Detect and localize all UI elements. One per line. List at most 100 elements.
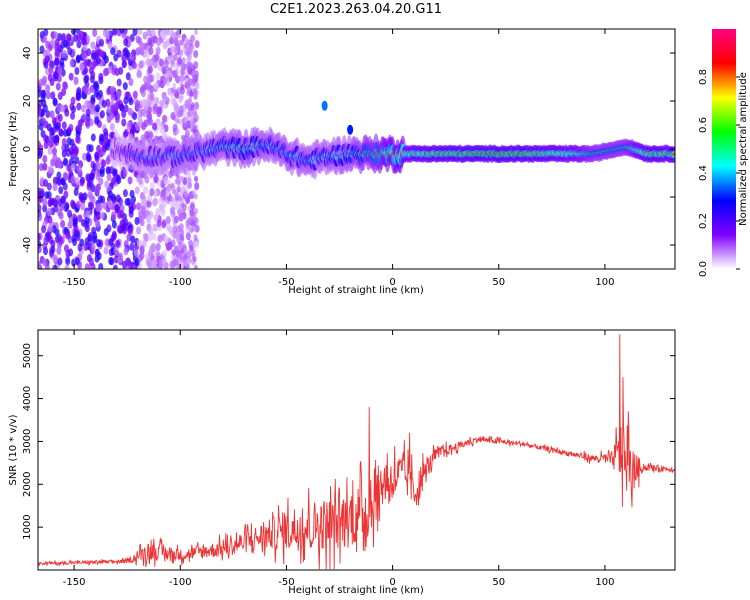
noise-cell xyxy=(194,176,199,183)
noise-cell xyxy=(63,39,69,48)
noise-cell xyxy=(102,29,108,38)
noise-cell xyxy=(149,188,155,197)
noise-cell xyxy=(178,59,183,66)
noise-cell xyxy=(107,41,113,50)
spectrogram-y-ticks: -40 -20 0 20 40 xyxy=(22,47,675,253)
noise-cell xyxy=(58,211,64,220)
x-tick-label: -100 xyxy=(169,577,192,588)
noise-cell xyxy=(46,191,52,200)
y-tick-label: 20 xyxy=(22,95,33,108)
noise-cell xyxy=(151,232,157,241)
noise-cell xyxy=(81,113,87,122)
noise-cell xyxy=(162,94,168,103)
noise-cell xyxy=(192,256,197,263)
noise-cell xyxy=(75,93,81,102)
noise-cell xyxy=(69,59,75,68)
noise-cell xyxy=(42,155,48,164)
noise-cell xyxy=(171,249,176,256)
noise-cell xyxy=(144,175,150,184)
noise-cell xyxy=(183,117,188,124)
noise-cell xyxy=(95,161,101,170)
noise-cell xyxy=(67,209,73,218)
noise-cell xyxy=(142,232,148,241)
noise-cell xyxy=(42,35,48,44)
colorbar-label: Normalized spectral amplitude xyxy=(738,72,749,226)
noise-cell xyxy=(80,37,86,46)
noise-cell xyxy=(106,173,112,182)
chart-title: C2E1.2023.263.04.20.G11 xyxy=(269,2,443,17)
noise-cell xyxy=(183,247,188,254)
y-tick-label: 3000 xyxy=(22,429,33,454)
noise-cell xyxy=(140,134,146,143)
noise-cell xyxy=(39,190,45,199)
noise-cell xyxy=(107,200,113,209)
noise-cell xyxy=(79,178,85,187)
noise-cell xyxy=(128,97,134,106)
noise-cell xyxy=(84,224,90,233)
noise-cell xyxy=(169,45,175,54)
noise-cell xyxy=(152,103,158,112)
noise-cell xyxy=(127,176,133,185)
noise-cell xyxy=(194,208,199,215)
noise-cell xyxy=(62,182,68,191)
noise-cell xyxy=(41,117,47,126)
noise-cell xyxy=(188,91,193,98)
noise-cell xyxy=(96,144,102,153)
y-tick-label: 0 xyxy=(22,146,33,152)
noise-cell xyxy=(84,100,90,109)
noise-cell xyxy=(94,151,100,160)
noise-cell xyxy=(123,218,129,227)
noise-cell xyxy=(89,202,95,211)
noise-cell xyxy=(76,86,82,95)
noise-cell xyxy=(52,254,58,263)
noise-cell xyxy=(61,196,67,205)
noise-cell xyxy=(128,227,134,236)
noise-cell xyxy=(95,204,101,213)
noise-cell xyxy=(130,235,136,244)
noise-cell xyxy=(82,43,88,52)
noise-cell xyxy=(73,188,79,197)
noise-cell xyxy=(57,92,63,101)
noise-cell xyxy=(39,45,45,54)
x-tick-label: 50 xyxy=(492,577,505,588)
noise-cell xyxy=(90,184,96,193)
noise-cell xyxy=(73,224,79,233)
noise-cell xyxy=(145,258,151,267)
noise-cell xyxy=(194,182,200,191)
noise-cell xyxy=(146,199,152,208)
noise-cell xyxy=(189,217,194,224)
signal-feature xyxy=(321,100,328,111)
noise-cell xyxy=(60,220,66,229)
noise-cell xyxy=(114,203,120,212)
noise-cell xyxy=(50,239,56,248)
x-tick-label: -50 xyxy=(278,577,294,588)
noise-cell xyxy=(128,206,134,215)
noise-cell xyxy=(61,121,67,130)
noise-cell xyxy=(62,81,68,90)
noise-cell xyxy=(98,72,104,81)
y-tick-label: 40 xyxy=(22,47,33,60)
noise-cell xyxy=(177,195,182,202)
noise-cell xyxy=(49,110,55,119)
noise-cell xyxy=(188,245,193,252)
noise-cell xyxy=(178,254,183,261)
noise-cell xyxy=(129,242,135,251)
noise-cell xyxy=(51,147,57,156)
colorbar-tick-label: 0.2 xyxy=(698,213,709,229)
noise-cell xyxy=(99,49,105,58)
spectrogram-heatmap xyxy=(38,29,675,269)
noise-cell xyxy=(111,195,117,204)
spectrogram-x-ticks: -150 -100 -50 0 50 100 xyxy=(63,29,614,288)
noise-cell xyxy=(176,186,181,193)
noise-cell xyxy=(191,189,196,196)
noise-cell xyxy=(153,82,159,91)
noise-cell xyxy=(50,91,56,100)
noise-cell xyxy=(157,235,163,244)
noise-cell xyxy=(187,78,193,87)
noise-cell xyxy=(173,105,179,114)
noise-cell xyxy=(93,89,99,98)
noise-cell xyxy=(45,91,51,100)
noise-cell xyxy=(57,257,63,266)
noise-cell xyxy=(170,87,175,94)
colorbar: 0.0 0.2 0.4 0.6 0.8 Normalized spectral ampl… xyxy=(698,29,749,277)
